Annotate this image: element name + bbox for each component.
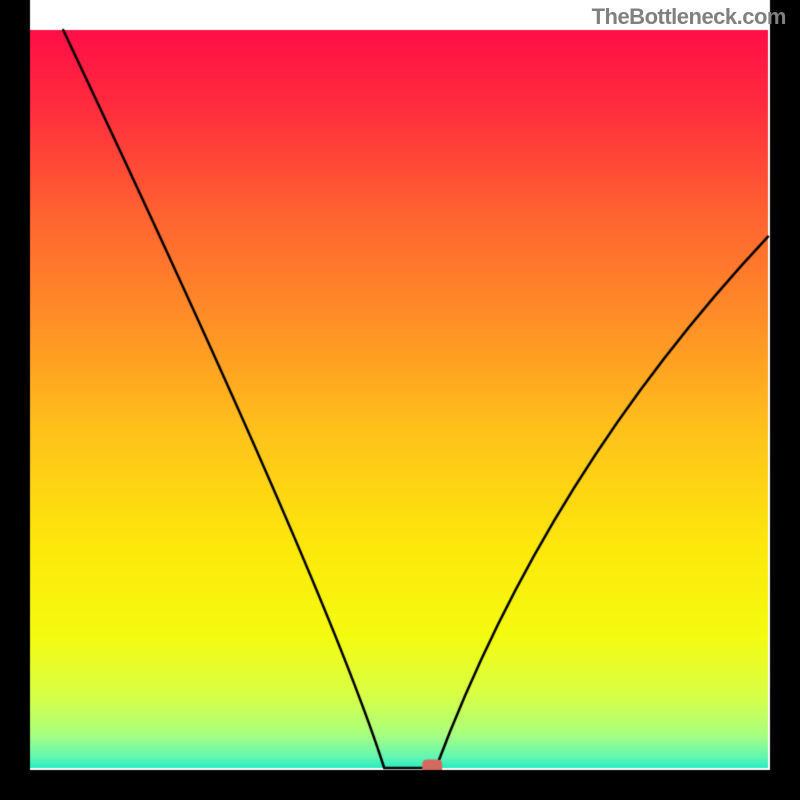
bottleneck-chart bbox=[0, 0, 800, 800]
watermark-text: TheBottleneck.com bbox=[592, 4, 786, 30]
